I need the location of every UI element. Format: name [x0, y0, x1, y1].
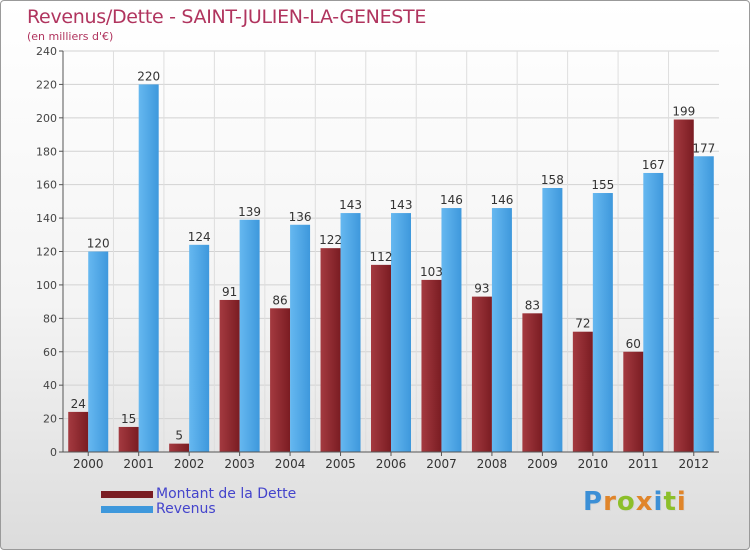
value-label-revenue-2001: 220	[137, 69, 160, 83]
bar-revenue-2001	[138, 84, 159, 453]
bar-debt-2012	[673, 119, 694, 453]
value-label-debt-2008: 93	[474, 282, 489, 296]
value-label-revenue-2006: 143	[390, 198, 413, 212]
value-label-debt-2010: 72	[575, 317, 590, 331]
y-tick-label: 80	[43, 312, 57, 325]
logo-letter: t	[663, 487, 677, 517]
value-label-revenue-2003: 139	[238, 205, 261, 219]
value-label-debt-2011: 60	[626, 337, 641, 351]
y-tick-label: 0	[50, 446, 57, 459]
bar-revenue-2005	[340, 213, 361, 452]
value-label-debt-2004: 86	[272, 293, 287, 307]
logo-letter: x	[635, 487, 654, 517]
bar-debt-2010	[572, 331, 593, 452]
value-label-debt-2009: 83	[525, 298, 540, 312]
y-tick-label: 220	[36, 78, 57, 91]
x-tick-label-2002: 2002	[174, 457, 205, 471]
value-label-revenue-2004: 136	[289, 210, 312, 224]
bar-revenue-2012	[693, 156, 714, 452]
y-tick-label: 60	[43, 346, 57, 359]
value-label-revenue-2008: 146	[490, 193, 513, 207]
bar-debt-2004	[270, 308, 291, 452]
logo-letter: o	[616, 487, 636, 517]
y-tick-label: 160	[36, 179, 57, 192]
y-tick-label: 180	[36, 145, 57, 158]
x-tick-label-2012: 2012	[678, 457, 709, 471]
chart-title: Revenus/Dette - SAINT-JULIEN-LA-GENESTE	[27, 6, 427, 28]
bars	[68, 84, 714, 453]
y-tick-label: 200	[36, 112, 57, 125]
proxiti-logo: Proxiti	[583, 487, 687, 517]
x-tick-label-2009: 2009	[527, 457, 558, 471]
value-label-revenue-2011: 167	[642, 158, 665, 172]
bar-revenue-2000	[88, 251, 109, 452]
value-label-debt-2001: 15	[121, 412, 136, 426]
y-tick-label: 120	[36, 246, 57, 259]
legend-label-revenue: Revenus	[156, 501, 216, 517]
value-label-revenue-2005: 143	[339, 198, 362, 212]
bar-debt-2008	[471, 296, 492, 452]
bar-revenue-2003	[239, 219, 260, 452]
x-tick-label-2000: 2000	[73, 457, 104, 471]
y-tick-label: 40	[43, 379, 57, 392]
x-tick-label-2007: 2007	[426, 457, 457, 471]
bar-revenue-2006	[391, 213, 411, 452]
bar-debt-2011	[623, 351, 644, 452]
bar-debt-2007	[421, 279, 442, 452]
x-tick-label-2008: 2008	[477, 457, 508, 471]
value-label-debt-2000: 24	[71, 397, 86, 411]
x-tick-label-2006: 2006	[376, 457, 407, 471]
bar-revenue-2011	[643, 172, 664, 453]
bar-debt-2000	[68, 411, 89, 452]
logo-letter: i	[653, 487, 664, 517]
value-label-revenue-2002: 124	[188, 230, 211, 244]
value-label-revenue-2010: 155	[591, 178, 614, 192]
x-tick-label-2010: 2010	[578, 457, 609, 471]
x-tick-label-2011: 2011	[628, 457, 659, 471]
legend-swatch-revenue	[101, 506, 153, 513]
bar-debt-2003	[219, 299, 240, 452]
legend-label-debt: Montant de la Dette	[156, 486, 297, 502]
bar-revenue-2010	[592, 193, 613, 453]
logo-letter: P	[583, 487, 604, 517]
value-label-revenue-2007: 146	[440, 193, 463, 207]
labels: 0 20 40 60 80 100 120 140 160 180 200 220 240 24 120 20…	[36, 45, 715, 471]
y-tick-label: 20	[43, 413, 57, 426]
bar-revenue-2002	[189, 244, 210, 452]
bar-revenue-2007	[441, 208, 462, 452]
x-tick-label-2004: 2004	[275, 457, 306, 471]
bar-debt-2002	[169, 443, 190, 452]
legend-swatch-debt	[101, 491, 153, 498]
bar-debt-2006	[371, 264, 391, 452]
y-tick-label: 240	[36, 45, 57, 58]
value-label-debt-2002: 5	[175, 429, 183, 443]
value-label-revenue-2000: 120	[87, 237, 110, 251]
bar-debt-2001	[118, 426, 139, 452]
value-label-debt-2006: 112	[370, 250, 393, 264]
bar-revenue-2008	[491, 208, 512, 452]
x-tick-label-2001: 2001	[123, 457, 154, 471]
value-label-debt-2007: 103	[420, 265, 443, 279]
value-label-debt-2003: 91	[222, 285, 237, 299]
x-tick-label-2003: 2003	[224, 457, 255, 471]
x-tick-label-2005: 2005	[325, 457, 356, 471]
logo-letter: i	[676, 487, 687, 517]
chart-subtitle: (en milliers d'€)	[27, 30, 114, 43]
value-label-debt-2012: 199	[672, 105, 695, 119]
value-label-revenue-2009: 158	[541, 173, 564, 187]
y-tick-label: 100	[36, 279, 57, 292]
bar-revenue-2009	[542, 188, 563, 452]
bar-debt-2009	[522, 313, 543, 452]
value-label-revenue-2012: 177	[692, 141, 715, 155]
value-label-debt-2005: 122	[319, 233, 342, 247]
axes	[59, 50, 719, 456]
bar-debt-2005	[320, 248, 341, 452]
bar-revenue-2004	[290, 224, 311, 452]
y-tick-label: 140	[36, 212, 57, 225]
logo-letter: r	[603, 487, 617, 517]
